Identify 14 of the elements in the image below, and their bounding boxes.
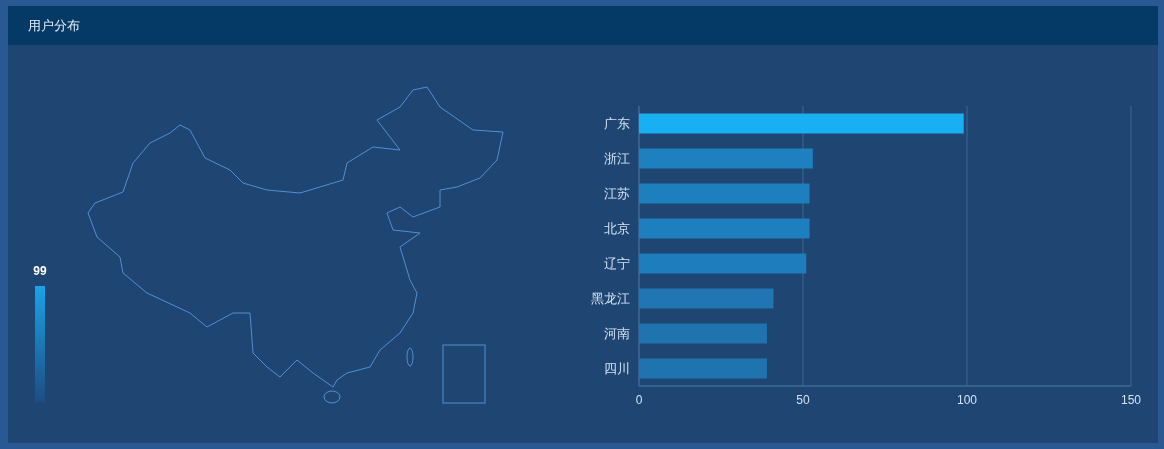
category-label: 黑龙江: [591, 291, 630, 306]
category-label: 江苏: [604, 186, 630, 201]
category-label: 北京: [604, 221, 630, 236]
tick-label: 50: [796, 393, 810, 407]
title: 用户分布: [28, 18, 80, 33]
tick-label: 150: [1121, 393, 1141, 407]
category-label: 河南: [604, 326, 630, 341]
annotation: 99: [33, 264, 47, 278]
tick-label: 100: [957, 393, 977, 407]
tick-label: 0: [635, 393, 643, 407]
category-label: 四川: [604, 361, 630, 376]
category-label: 广东: [604, 116, 630, 131]
category-label: 辽宁: [604, 256, 630, 271]
category-label: 浙江: [604, 151, 630, 166]
